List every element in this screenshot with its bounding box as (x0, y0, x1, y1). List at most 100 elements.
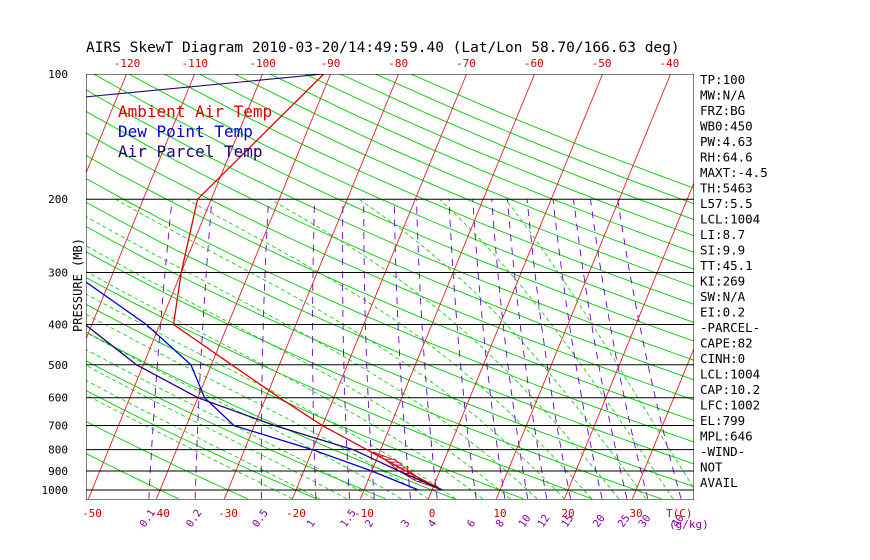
dry-adiabat-line (86, 154, 694, 422)
top-temp-label: -40 (659, 57, 679, 70)
top-temp-label: -120 (114, 57, 141, 70)
moist-adiabat-line (86, 215, 538, 500)
temperature-unit-label: T(C) (666, 507, 693, 520)
moist-adiabat-line (115, 198, 565, 500)
dry-adiabat-line (128, 74, 694, 323)
isotherm-line (836, 74, 870, 499)
stat-line: CINH:0 (700, 351, 745, 366)
dry-adiabat-line (86, 303, 524, 500)
stat-line: FRZ:BG (700, 103, 745, 118)
chart-title: AIRS SkewT Diagram 2010-03-20/14:49:59.4… (86, 40, 680, 56)
pressure-tick-label: 800 (48, 444, 68, 457)
isotherm-line (563, 181, 694, 499)
stat-line: RH:64.6 (700, 150, 753, 165)
top-temp-label: -70 (456, 57, 476, 70)
isotherm-line (291, 74, 467, 499)
moist-adiabat-line (358, 198, 647, 500)
moist-adiabat-line (86, 364, 347, 500)
stat-line: SI:9.9 (700, 243, 745, 258)
isobars (86, 74, 694, 491)
pressure-tick-labels: 100 200 300 400 500 600 700 800 900 1000 (42, 68, 69, 497)
y-axis-label: PRESSURE (MB) (71, 238, 85, 332)
dry-adiabat-line (93, 74, 694, 342)
dry-adiabat-line (86, 251, 662, 500)
top-temp-label: -100 (249, 57, 276, 70)
dry-adiabat-line (86, 420, 248, 500)
legend-item-ambient: Ambient Air Temp (118, 102, 272, 121)
stat-line: SW:N/A (700, 289, 746, 304)
dry-adiabat-line (199, 74, 694, 288)
isotherm-line (0, 74, 59, 499)
mixing-ratio-label: 0.5 (250, 507, 271, 529)
mixing-ratio-line (472, 199, 506, 499)
mixing-ratio-label: 15 (559, 512, 576, 529)
pressure-tick-label: 700 (48, 420, 68, 433)
mixing-ratio-line (416, 199, 438, 499)
stat-line: WB0:450 (700, 119, 753, 134)
bottom-temp-label: 10 (493, 507, 506, 520)
mixing-ratio-label: 12 (535, 512, 552, 529)
mixing-ratio-line (363, 199, 375, 499)
dry-adiabat-line (234, 74, 694, 270)
moist-adiabat-line (86, 270, 484, 500)
stat-line: CAP:10.2 (700, 382, 760, 397)
moist-adiabat-line (86, 313, 429, 500)
bottom-temp-label: -50 (82, 507, 102, 520)
stat-line: NOT (700, 460, 723, 475)
mixing-ratio-line (312, 199, 317, 499)
dry-adiabat-line (86, 89, 694, 361)
stat-line: TP:100 (700, 72, 745, 87)
mixing-ratio-line (573, 199, 628, 499)
mixing-ratio-line (590, 199, 649, 499)
mixing-ratio-line (507, 199, 548, 499)
stat-line: L57:5.5 (700, 196, 753, 211)
isotherm-line (768, 74, 870, 499)
dry-adiabat-line (86, 277, 593, 500)
mixing-ratio-line (491, 199, 529, 499)
stat-line: -PARCEL- (700, 320, 760, 335)
mixing-ratio-line (617, 199, 682, 499)
isotherm-line (495, 74, 671, 499)
ambient-line (172, 74, 443, 491)
stat-line: AVAIL (700, 475, 738, 490)
dewpoint-line (86, 281, 419, 491)
isotherm-line (155, 74, 331, 499)
mixing-ratio-line (526, 199, 572, 499)
mixing-ratio-line (148, 199, 173, 499)
stat-line: LFC:1002 (700, 398, 760, 413)
stat-line: EI:0.2 (700, 305, 745, 320)
mixing-ratio-label: 25 (616, 512, 633, 529)
moist-adiabat-line (86, 349, 375, 500)
dry-adiabat-line (86, 201, 694, 465)
moist-adiabat-line (86, 380, 320, 500)
bottom-temp-label: -20 (286, 507, 306, 520)
pressure-tick-label: 100 (48, 68, 68, 81)
bottom-temp-label: 30 (629, 507, 642, 520)
parcel-top-line (86, 74, 324, 98)
stat-line: MW:N/A (700, 88, 746, 103)
bottom-temp-label: -40 (150, 507, 170, 520)
stat-line: LI:8.7 (700, 227, 745, 242)
stat-line: TH:5463 (700, 181, 753, 196)
mixing-ratio-label: 40 (670, 512, 687, 529)
dry-adiabat-line (163, 74, 694, 305)
pressure-tick-label: 500 (48, 359, 68, 372)
stat-line: PW:4.63 (700, 134, 753, 149)
mixing-ratio-label: 6 (465, 518, 478, 530)
bottom-temp-label: -30 (218, 507, 238, 520)
stat-line: LCL:1004 (700, 212, 760, 227)
pressure-tick-label: 200 (48, 193, 68, 206)
stat-line: MAXT:-4.5 (700, 165, 768, 180)
dry-adiabat-line (86, 226, 694, 488)
stat-line: -WIND- (700, 444, 745, 459)
moist-adiabat-line (86, 245, 511, 500)
mixing-ratio-label: 10 (516, 512, 533, 529)
isotherm-line (87, 74, 263, 499)
pressure-tick-label: 1000 (42, 484, 69, 497)
stat-line: CAPE:82 (700, 336, 753, 351)
isotherm-line (359, 74, 535, 499)
dry-adiabat-line (86, 110, 694, 381)
moist-adiabat-line (86, 293, 456, 500)
top-temp-label: -80 (388, 57, 408, 70)
